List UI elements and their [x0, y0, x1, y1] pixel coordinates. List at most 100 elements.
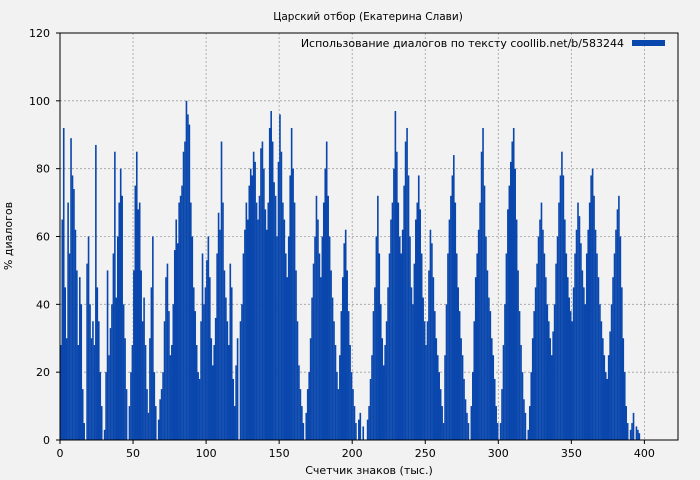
- x-tick-label: 350: [561, 447, 582, 460]
- bar: [577, 202, 579, 440]
- x-tick-label: 100: [196, 447, 217, 460]
- bar: [530, 372, 533, 440]
- bar: [549, 338, 552, 440]
- bar: [479, 202, 481, 440]
- bar: [458, 311, 461, 440]
- bar: [436, 355, 439, 440]
- bar: [552, 331, 554, 440]
- bar: [409, 236, 411, 440]
- bar: [463, 378, 465, 440]
- bar: [68, 253, 71, 440]
- bar: [453, 155, 455, 440]
- bar: [239, 321, 242, 440]
- bar: [166, 263, 169, 440]
- bar: [340, 311, 343, 440]
- bar: [266, 229, 268, 440]
- bar: [457, 287, 459, 441]
- bar: [596, 253, 598, 440]
- x-tick-label: 150: [269, 447, 290, 460]
- bar: [190, 202, 192, 440]
- bar: [467, 423, 470, 440]
- bar: [299, 389, 302, 441]
- bar: [247, 219, 249, 440]
- bar: [622, 338, 625, 440]
- bar: [65, 338, 68, 440]
- bar: [520, 345, 522, 440]
- bar: [435, 338, 438, 440]
- bar: [564, 219, 566, 440]
- bar: [292, 168, 294, 441]
- bar: [222, 202, 224, 440]
- bar: [160, 389, 163, 441]
- bar: [207, 236, 210, 440]
- bar: [610, 304, 613, 440]
- bar: [466, 412, 468, 440]
- bar: [219, 229, 221, 440]
- bar: [347, 311, 350, 440]
- x-tick-label: 250: [415, 447, 436, 460]
- bar: [568, 297, 571, 440]
- bar: [547, 321, 550, 440]
- bar: [429, 229, 432, 440]
- y-tick-label: 100: [29, 95, 50, 108]
- bar: [103, 429, 106, 440]
- bar: [428, 270, 430, 440]
- bar: [86, 263, 88, 440]
- bar: [638, 433, 641, 440]
- bar: [407, 175, 410, 440]
- bar: [382, 365, 385, 440]
- bar: [90, 338, 93, 440]
- bar: [60, 345, 62, 440]
- bar: [267, 202, 270, 440]
- bar: [597, 277, 600, 440]
- bar: [346, 270, 348, 440]
- bar: [260, 148, 262, 440]
- bar: [396, 151, 398, 440]
- bar: [600, 321, 603, 440]
- bar: [432, 277, 435, 440]
- bar: [144, 345, 147, 440]
- bar: [258, 195, 261, 440]
- bar: [225, 297, 227, 440]
- bar: [445, 304, 448, 440]
- bar: [93, 345, 96, 440]
- bar: [298, 365, 300, 440]
- bar: [599, 304, 601, 440]
- bar: [524, 412, 527, 440]
- bar: [112, 253, 115, 440]
- bar: [128, 406, 131, 440]
- bar: [574, 253, 576, 440]
- bar: [289, 175, 291, 440]
- bar: [263, 168, 265, 441]
- bar: [214, 317, 217, 440]
- bar: [502, 345, 505, 440]
- bar: [165, 277, 167, 440]
- bar: [134, 185, 137, 441]
- bar: [495, 406, 497, 440]
- bar: [111, 304, 113, 440]
- bar: [131, 345, 134, 440]
- bar: [305, 412, 308, 440]
- bar: [157, 419, 160, 440]
- bar: [280, 151, 283, 440]
- bar: [149, 338, 151, 440]
- bar: [312, 263, 315, 440]
- bar: [464, 399, 467, 440]
- bar: [105, 372, 107, 440]
- bar: [255, 202, 258, 440]
- bar: [331, 297, 334, 440]
- bar: [378, 253, 381, 440]
- bar: [293, 202, 296, 440]
- bar: [236, 338, 239, 440]
- bar: [137, 209, 140, 440]
- bar: [147, 412, 150, 440]
- bar: [606, 378, 609, 440]
- bar: [198, 378, 201, 440]
- bar: [521, 372, 524, 440]
- bar: [416, 202, 419, 440]
- bar: [92, 321, 94, 440]
- bar: [249, 168, 252, 441]
- bar: [78, 277, 81, 440]
- bar: [203, 304, 205, 440]
- bar: [588, 202, 591, 440]
